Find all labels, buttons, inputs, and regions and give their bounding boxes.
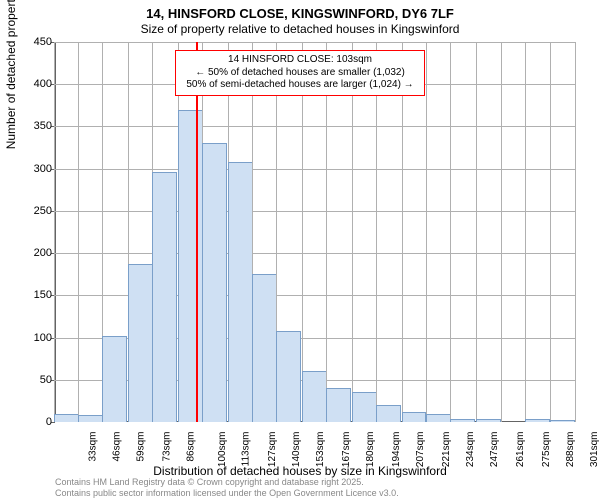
x-tick-label: 234sqm <box>465 432 476 468</box>
histogram-bar <box>402 412 427 422</box>
histogram-bar <box>426 414 451 422</box>
histogram-bar <box>352 392 377 422</box>
x-tick-label: 33sqm <box>88 432 99 462</box>
gridline-vertical <box>426 42 427 422</box>
y-tick-label: 450 <box>12 36 52 48</box>
chart-container: 14, HINSFORD CLOSE, KINGSWINFORD, DY6 7L… <box>0 0 600 500</box>
gridline-vertical <box>550 42 551 422</box>
annotation-line2: ← 50% of detached houses are smaller (1,… <box>182 67 418 80</box>
x-tick-label: 100sqm <box>217 432 228 468</box>
histogram-bar <box>550 420 575 422</box>
x-tick-label: 46sqm <box>112 432 123 462</box>
x-tick-label: 301sqm <box>589 432 600 468</box>
footer-line2: Contains public sector information licen… <box>55 488 399 498</box>
histogram-bar <box>252 274 277 422</box>
x-tick-label: 127sqm <box>267 432 278 468</box>
annotation-line3: 50% of semi-detached houses are larger (… <box>182 79 418 92</box>
y-tick-label: 0 <box>12 416 52 428</box>
histogram-bar <box>476 419 501 422</box>
x-tick-label: 194sqm <box>391 432 402 468</box>
gridline-vertical <box>575 42 576 422</box>
x-tick-label: 167sqm <box>341 432 352 468</box>
x-tick-label: 247sqm <box>489 432 500 468</box>
histogram-bar <box>202 143 227 422</box>
histogram-bar <box>525 419 550 422</box>
x-tick-label: 207sqm <box>415 432 426 468</box>
y-tick-label: 350 <box>12 120 52 132</box>
x-tick-label: 59sqm <box>136 432 147 462</box>
histogram-bar <box>178 110 203 422</box>
footer-line1: Contains HM Land Registry data © Crown c… <box>55 477 364 487</box>
histogram-bar <box>376 405 401 422</box>
histogram-bar <box>54 414 79 422</box>
histogram-bar <box>276 331 301 422</box>
x-tick-label: 153sqm <box>315 432 326 468</box>
gridline-horizontal <box>55 169 575 170</box>
y-tick-label: 250 <box>12 205 52 217</box>
x-tick-label: 221sqm <box>441 432 452 468</box>
chart-title-main: 14, HINSFORD CLOSE, KINGSWINFORD, DY6 7L… <box>0 6 600 21</box>
gridline-vertical <box>501 42 502 422</box>
gridline-vertical <box>450 42 451 422</box>
histogram-bar <box>302 371 327 422</box>
y-tick-label: 150 <box>12 289 52 301</box>
gridline-vertical <box>326 42 327 422</box>
property-marker-line <box>196 42 198 422</box>
annotation-box: 14 HINSFORD CLOSE: 103sqm← 50% of detach… <box>175 50 425 96</box>
footer-attribution: Contains HM Land Registry data © Crown c… <box>55 477 590 498</box>
histogram-bar <box>78 415 103 422</box>
y-tick-label: 50 <box>12 374 52 386</box>
gridline-vertical <box>376 42 377 422</box>
gridline-vertical <box>402 42 403 422</box>
chart-title-sub: Size of property relative to detached ho… <box>0 22 600 36</box>
y-tick-label: 200 <box>12 247 52 259</box>
gridline-vertical <box>302 42 303 422</box>
x-tick-label: 180sqm <box>365 432 376 468</box>
gridline-vertical <box>525 42 526 422</box>
gridline-vertical <box>78 42 79 422</box>
histogram-bar <box>450 419 475 422</box>
y-tick-label: 400 <box>12 78 52 90</box>
histogram-bar <box>128 264 153 422</box>
y-axis-line <box>55 42 56 422</box>
histogram-bar <box>152 172 177 422</box>
x-tick-label: 261sqm <box>515 432 526 468</box>
gridline-horizontal <box>55 211 575 212</box>
histogram-bar <box>228 162 253 422</box>
gridline-horizontal <box>55 126 575 127</box>
x-tick-label: 73sqm <box>162 432 173 462</box>
histogram-bar <box>102 336 127 422</box>
y-tick-label: 100 <box>12 332 52 344</box>
gridline-vertical <box>54 42 55 422</box>
x-tick-label: 86sqm <box>186 432 197 462</box>
x-tick-label: 275sqm <box>541 432 552 468</box>
gridline-horizontal <box>55 253 575 254</box>
x-tick-label: 288sqm <box>565 432 576 468</box>
gridline-horizontal <box>55 42 575 43</box>
plot-area: 14 HINSFORD CLOSE: 103sqm← 50% of detach… <box>55 42 575 422</box>
annotation-line1: 14 HINSFORD CLOSE: 103sqm <box>182 54 418 67</box>
y-tick-label: 300 <box>12 163 52 175</box>
x-tick-label: 140sqm <box>291 432 302 468</box>
x-tick-label: 113sqm <box>240 432 251 467</box>
histogram-bar <box>326 388 351 422</box>
gridline-vertical <box>352 42 353 422</box>
gridline-vertical <box>476 42 477 422</box>
